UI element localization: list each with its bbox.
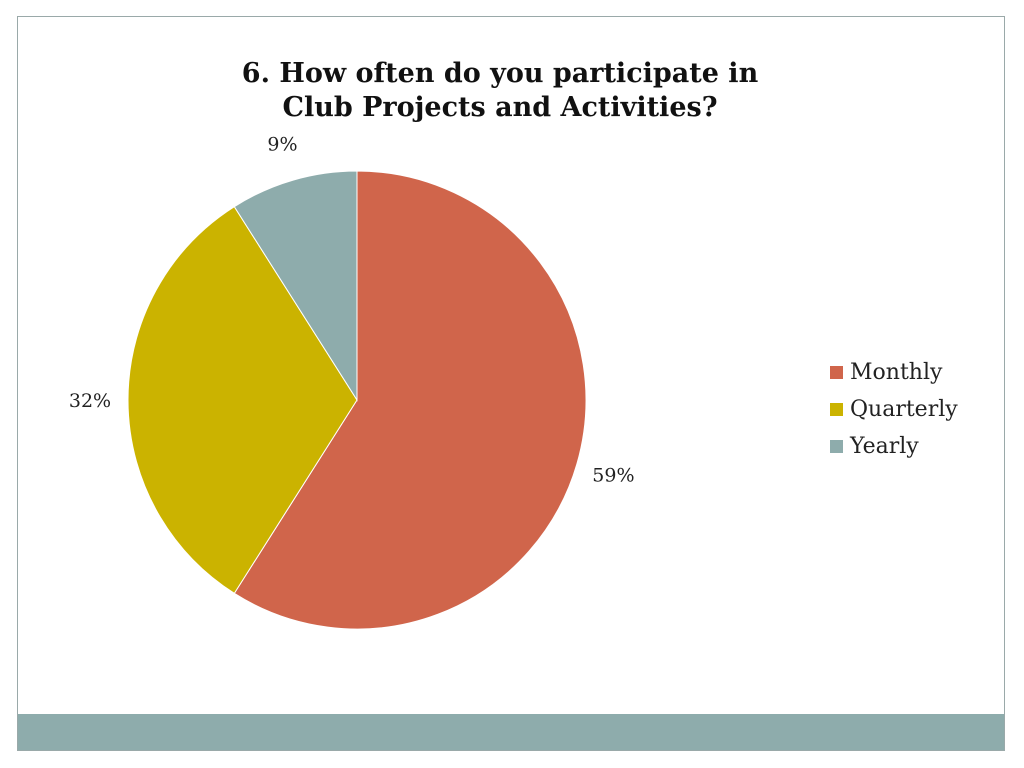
legend-item-quarterly: Quarterly [830,391,958,428]
chart-legend: Monthly Quarterly Yearly [830,354,958,465]
data-label-yearly: 9% [267,134,297,156]
chart-title-line-2: Club Projects and Activities? [282,92,718,123]
chart-title: 6. How often do you participate in Club … [168,57,832,125]
legend-label-monthly: Monthly [850,360,943,385]
data-label-monthly: 59% [592,465,634,487]
legend-swatch-yearly [830,440,843,453]
chart-title-line-1: 6. How often do you participate in [241,58,759,89]
data-label-quarterly: 32% [69,390,111,412]
legend-label-yearly: Yearly [850,434,919,459]
legend-item-yearly: Yearly [830,428,958,465]
legend-item-monthly: Monthly [830,354,958,391]
pie-slice-quarterly [127,205,358,595]
legend-label-quarterly: Quarterly [850,397,958,422]
footer-bar [18,714,1004,750]
legend-swatch-monthly [830,366,843,379]
legend-swatch-quarterly [830,403,843,416]
pie-slice-yearly [233,170,358,402]
pie-slice-monthly [233,170,587,630]
